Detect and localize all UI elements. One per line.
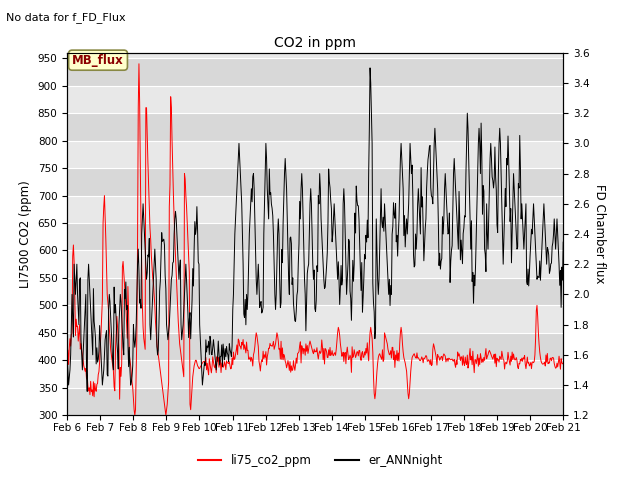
Bar [67, 58, 563, 86]
Bar [67, 333, 563, 360]
Text: No data for f_FD_Flux: No data for f_FD_Flux [6, 12, 126, 23]
Bar [67, 113, 563, 141]
Y-axis label: FD Chamber flux: FD Chamber flux [593, 184, 606, 284]
Bar [67, 388, 563, 415]
Text: MB_flux: MB_flux [72, 54, 124, 67]
Bar [67, 278, 563, 305]
Legend: li75_co2_ppm, er_ANNnight: li75_co2_ppm, er_ANNnight [193, 449, 447, 472]
Title: CO2 in ppm: CO2 in ppm [274, 36, 356, 50]
Bar [67, 168, 563, 195]
Y-axis label: LI7500 CO2 (ppm): LI7500 CO2 (ppm) [19, 180, 32, 288]
Bar [67, 223, 563, 251]
